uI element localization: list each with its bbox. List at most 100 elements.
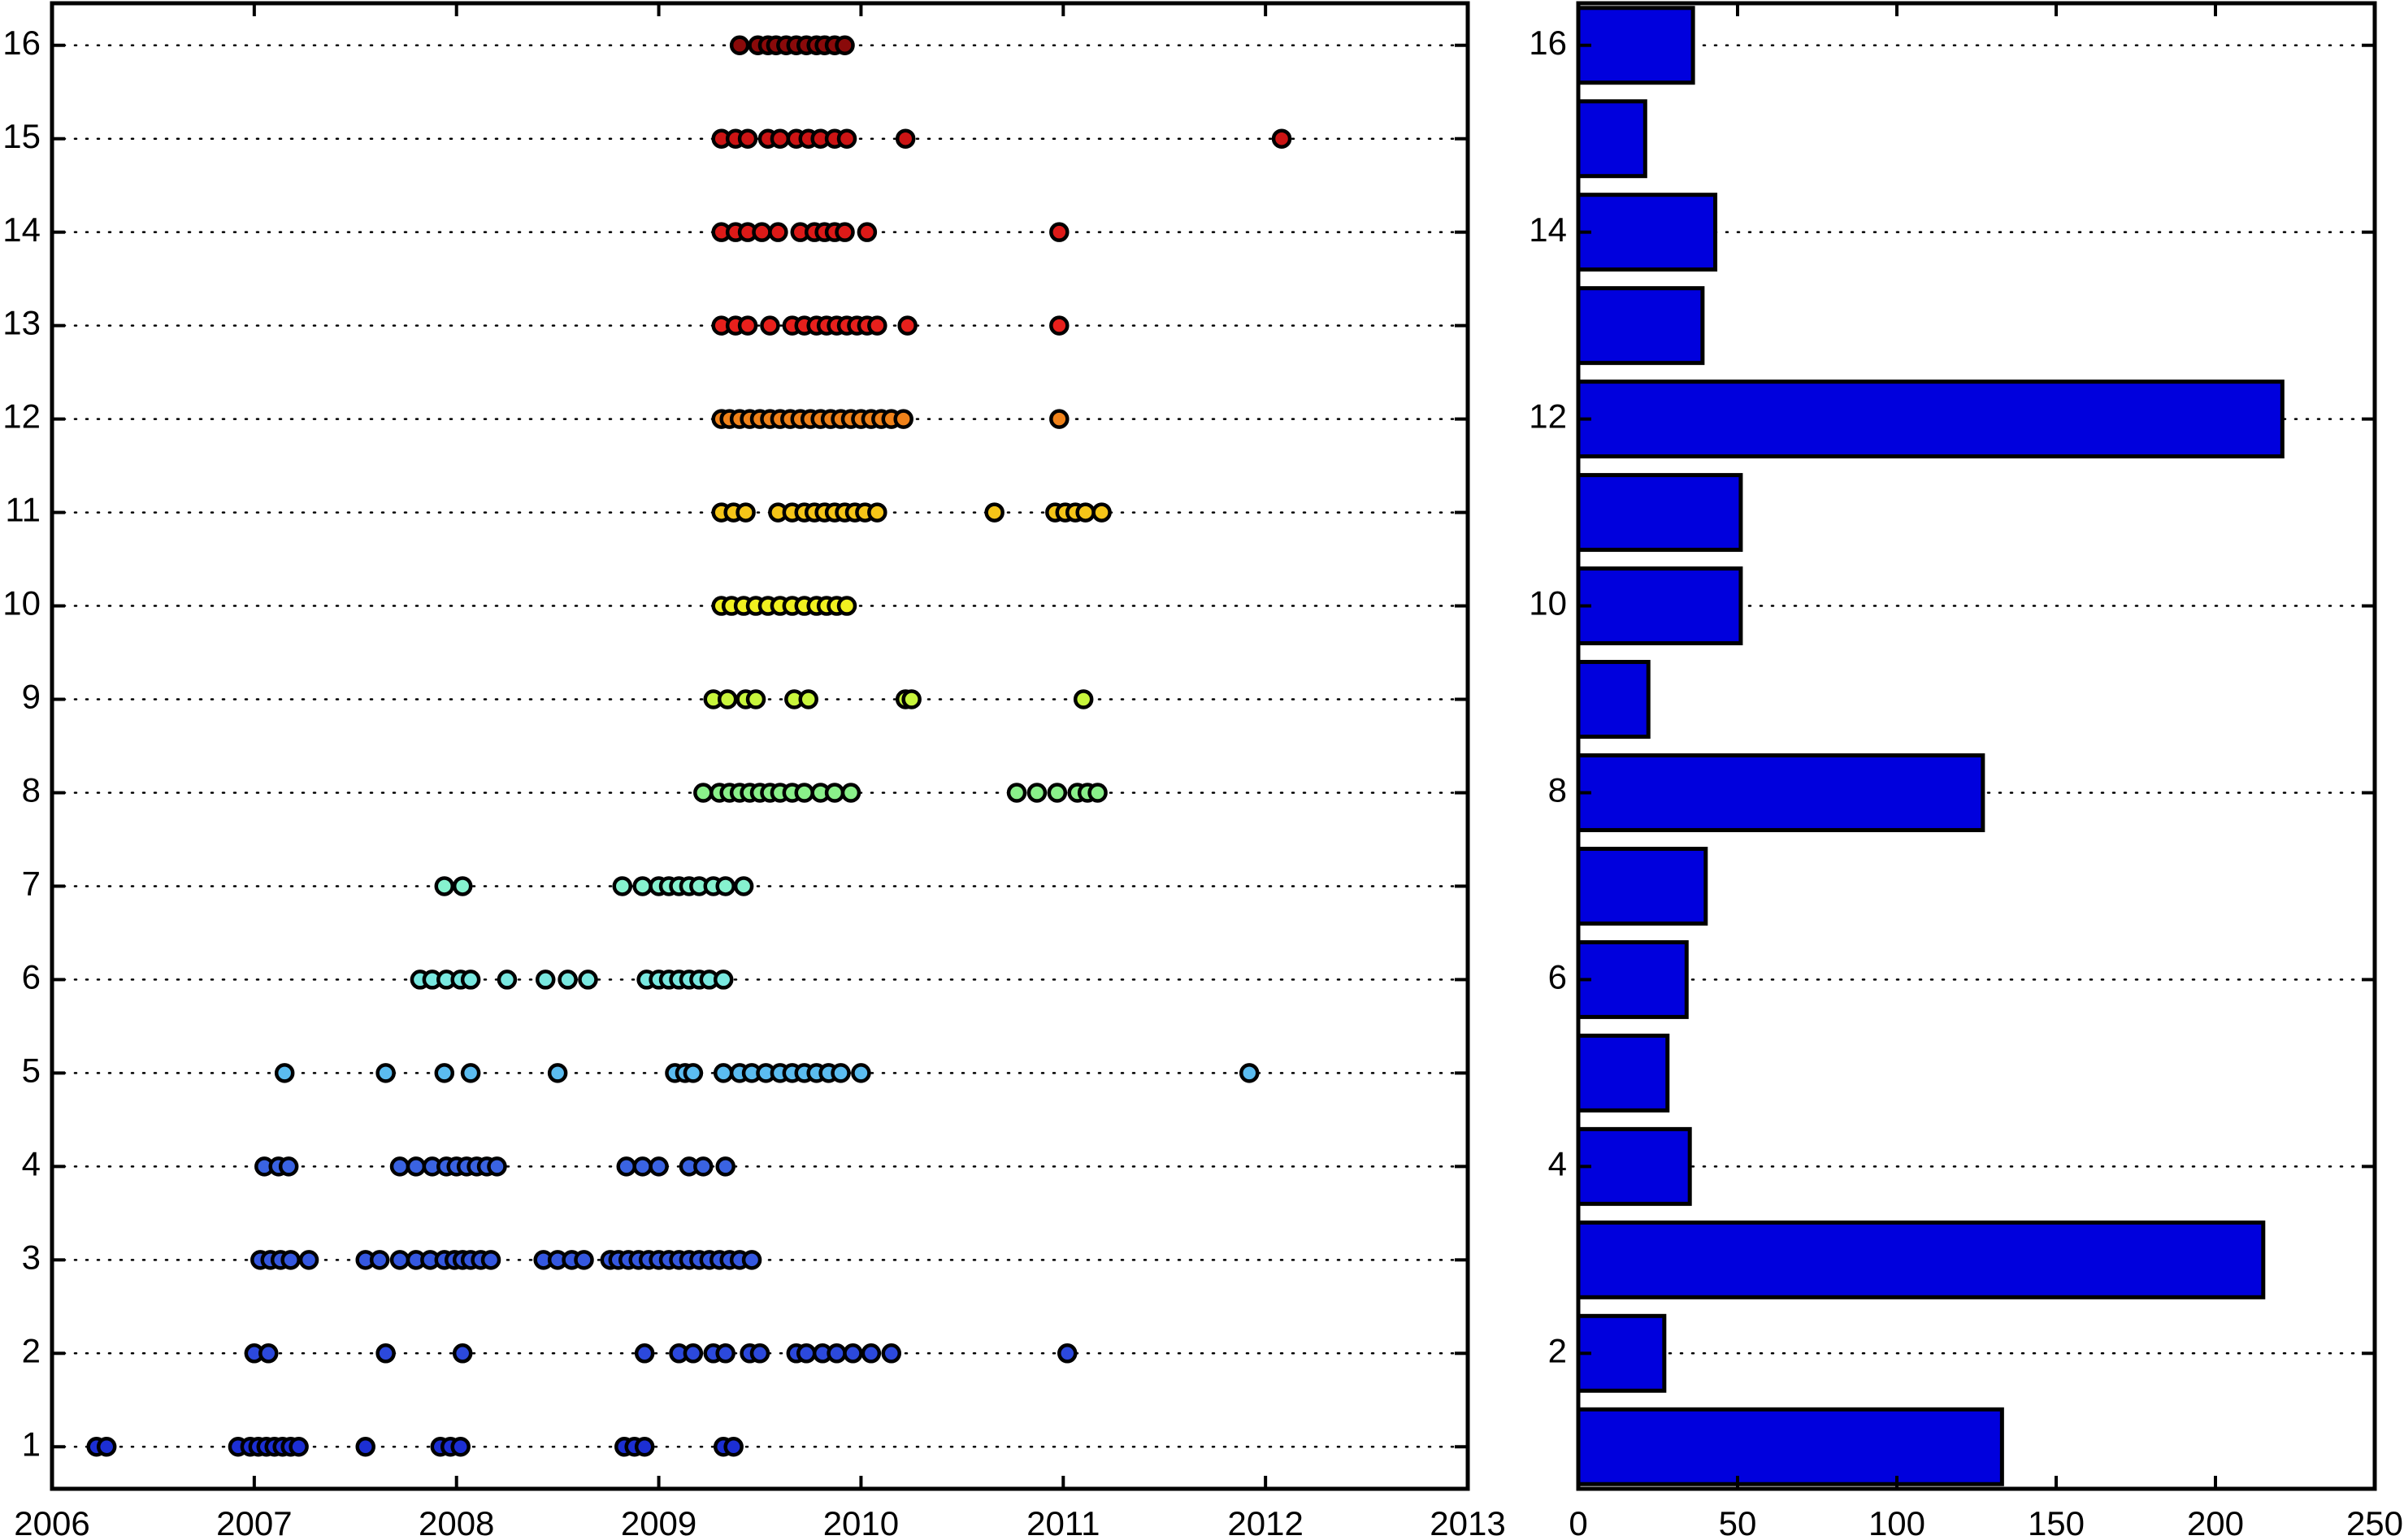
point-row10-11 xyxy=(836,596,857,616)
bar-row-11 xyxy=(1576,473,1743,553)
y-tick-label-3: 3 xyxy=(22,1238,41,1276)
point-row4-2 xyxy=(278,1156,299,1177)
point-row16-0 xyxy=(729,35,750,55)
point-row2-14 xyxy=(827,1343,847,1364)
point-row1-13 xyxy=(450,1437,471,1457)
point-row2-12 xyxy=(796,1343,817,1364)
x-tick-label-2009: 2009 xyxy=(621,1504,696,1540)
y-tick-label-7: 7 xyxy=(22,865,41,903)
point-row2-1 xyxy=(258,1343,279,1364)
bar-x-tick-label-250: 250 xyxy=(2346,1504,2403,1540)
bar-x-tick-label-0: 0 xyxy=(1569,1504,1587,1540)
x-tick-label-2011: 2011 xyxy=(1026,1504,1100,1540)
point-row3-7 xyxy=(389,1250,410,1270)
y-tick-label-12: 12 xyxy=(2,397,41,436)
point-row2-4 xyxy=(634,1343,655,1364)
point-row5-1 xyxy=(375,1063,396,1083)
point-row1-1 xyxy=(96,1437,117,1457)
point-row3-19 xyxy=(574,1250,594,1270)
bar-y-tick-label-8: 8 xyxy=(1548,771,1567,809)
point-row6-16 xyxy=(713,970,734,990)
point-row5-4 xyxy=(547,1063,568,1083)
bar-row-14 xyxy=(1576,193,1718,272)
point-row2-8 xyxy=(715,1343,736,1364)
point-row8-0 xyxy=(693,783,714,803)
point-row4-16 xyxy=(693,1156,714,1177)
point-row2-2 xyxy=(375,1343,396,1364)
point-row12-18 xyxy=(893,409,913,429)
bar-panel: 0 50 100 150 200 250 2 4 6 8 10 12 14 16 xyxy=(1529,1,2403,1540)
point-row4-4 xyxy=(406,1156,427,1177)
bar-y-tick-label-14: 14 xyxy=(1529,210,1567,249)
bar-row-3 xyxy=(1576,1220,2266,1299)
point-row14-4 xyxy=(768,222,788,242)
point-row7-0 xyxy=(434,876,455,896)
point-row2-17 xyxy=(881,1343,902,1364)
point-row5-2 xyxy=(434,1063,455,1083)
point-row15-9 xyxy=(836,128,857,149)
bar-row-6 xyxy=(1576,939,1689,1019)
point-row5-7 xyxy=(683,1063,704,1083)
point-row4-11 xyxy=(487,1156,507,1177)
point-row3-15 xyxy=(480,1250,501,1270)
point-row2-3 xyxy=(452,1343,473,1364)
bar-y-tick-label-6: 6 xyxy=(1548,958,1567,996)
point-row4-17 xyxy=(715,1156,736,1177)
point-row15-11 xyxy=(1271,128,1292,149)
point-row2-6 xyxy=(683,1343,704,1364)
point-row5-17 xyxy=(831,1063,851,1083)
point-row8-12 xyxy=(840,783,861,803)
scatter-axes-frame xyxy=(50,1,1470,1491)
point-row12-19 xyxy=(1049,409,1070,429)
bar-x-tick-labels: 0 50 100 150 200 250 xyxy=(1569,1504,2403,1540)
scatter-gridlines xyxy=(50,44,1469,1448)
y-tick-label-9: 9 xyxy=(22,678,41,716)
point-row14-3 xyxy=(752,222,772,242)
point-row4-14 xyxy=(649,1156,669,1177)
point-row15-4 xyxy=(770,128,791,149)
point-row8-11 xyxy=(824,783,845,803)
y-tick-label-1: 1 xyxy=(22,1425,41,1463)
y-tick-label-5: 5 xyxy=(22,1051,41,1089)
bar-axes-frame xyxy=(1576,1,2377,1491)
point-row6-7 xyxy=(558,970,578,990)
scatter-tick-marks xyxy=(50,3,1469,1489)
point-row5-8 xyxy=(713,1063,734,1083)
point-row9-1 xyxy=(717,689,738,709)
x-tick-label-2006: 2006 xyxy=(14,1504,89,1540)
point-row14-11 xyxy=(1049,222,1070,242)
bar-row-13 xyxy=(1576,286,1705,366)
point-row5-19 xyxy=(1239,1063,1260,1083)
point-row1-10 xyxy=(355,1437,375,1457)
bar-row-1 xyxy=(1576,1407,2004,1486)
point-row5-0 xyxy=(274,1063,295,1083)
bar-y-tick-label-4: 4 xyxy=(1548,1144,1567,1182)
point-row8-14 xyxy=(1026,783,1048,803)
point-row6-8 xyxy=(578,970,598,990)
point-row13-13 xyxy=(897,315,918,336)
point-row15-10 xyxy=(895,128,916,149)
point-row2-10 xyxy=(749,1343,770,1364)
y-tick-label-4: 4 xyxy=(22,1144,41,1182)
point-row8-18 xyxy=(1087,783,1108,803)
point-row7-10 xyxy=(715,876,736,896)
bar-row-12 xyxy=(1576,380,2285,459)
point-row11-18 xyxy=(1091,502,1112,523)
y-tick-label-13: 13 xyxy=(2,304,41,342)
y-tick-label-8: 8 xyxy=(22,771,41,809)
point-row16-10 xyxy=(835,35,855,55)
scatter-points xyxy=(86,35,1292,1457)
point-row13-12 xyxy=(867,315,887,336)
point-row9-3 xyxy=(745,689,766,709)
point-row1-9 xyxy=(289,1437,309,1457)
point-row8-9 xyxy=(794,783,814,803)
bar-row-8 xyxy=(1576,753,1985,832)
x-tick-label-2012: 2012 xyxy=(1227,1504,1303,1540)
scatter-panel: 2006 2007 2008 2009 2010 2011 2012 2013 1234567… xyxy=(2,1,1506,1540)
y-tick-label-10: 10 xyxy=(2,584,41,623)
point-row3-6 xyxy=(369,1250,390,1270)
point-row13-14 xyxy=(1049,315,1070,336)
bar-x-tick-label-50: 50 xyxy=(1719,1504,1757,1540)
